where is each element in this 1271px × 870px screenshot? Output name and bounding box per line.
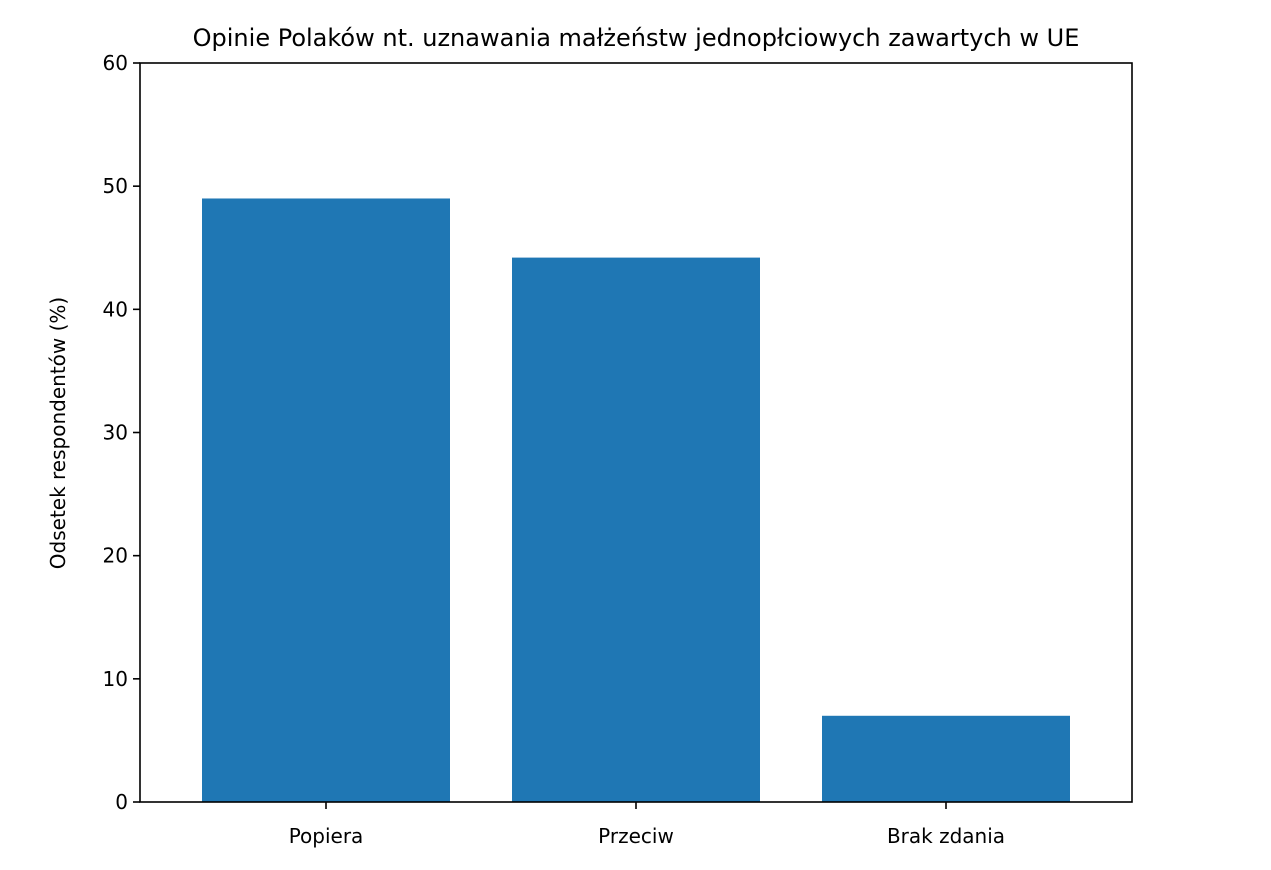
chart-title: Opinie Polaków nt. uznawania małżeństw j… <box>193 24 1080 52</box>
x-tick-label: Przeciw <box>598 824 674 848</box>
y-tick-label: 60 <box>103 51 128 75</box>
y-axis: 0 10 20 30 40 50 60 <box>103 51 140 814</box>
x-axis: Popiera Przeciw Brak zdania <box>289 802 1005 848</box>
y-axis-label: Odsetek respondentów (%) <box>46 297 70 569</box>
y-tick-label: 20 <box>103 544 128 568</box>
y-tick-label: 50 <box>103 174 128 198</box>
bar-series <box>202 198 1070 802</box>
axes-frame <box>139 62 1133 803</box>
bar-popiera <box>202 198 450 802</box>
bar-przeciw <box>512 257 760 802</box>
y-tick-label: 30 <box>103 421 128 445</box>
x-tick-label: Brak zdania <box>887 824 1005 848</box>
x-tick-label: Popiera <box>289 824 364 848</box>
y-tick-label: 40 <box>103 297 128 321</box>
bar-brak-zdania <box>822 715 1070 802</box>
y-tick-label: 0 <box>115 790 128 814</box>
y-tick-label: 10 <box>103 667 128 691</box>
